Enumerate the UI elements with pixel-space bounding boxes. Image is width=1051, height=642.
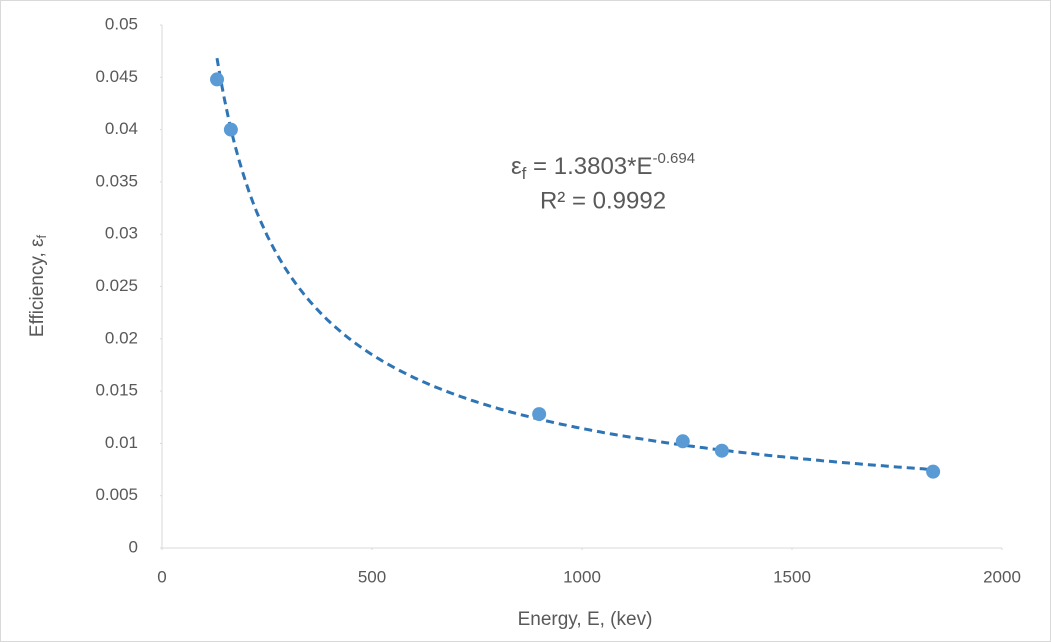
y-tick-label: 0.03: [105, 224, 138, 243]
y-label-sub: f: [34, 235, 49, 239]
r-squared: R² = 0.9992: [540, 187, 666, 214]
point: [224, 123, 238, 137]
y-tick-label: 0.015: [95, 381, 138, 400]
x-tick-label: 2000: [983, 567, 1021, 586]
y-tick-label: 0.035: [95, 171, 138, 190]
y-tick-label: 0.025: [95, 276, 138, 295]
page: Energy, E, (kev) Efficiency, εf ε f = 1.3…: [0, 0, 1051, 642]
point: [532, 407, 546, 421]
y-tick-label: 0.05: [105, 14, 138, 33]
y-tick-label: 0: [129, 537, 138, 556]
eq-symbol: ε: [511, 153, 522, 180]
y-tick-label: 0.005: [95, 485, 138, 504]
point: [210, 72, 224, 86]
point: [676, 434, 690, 448]
eq-body: = 1.3803*E: [526, 153, 652, 180]
x-tick-label: 0: [157, 567, 166, 586]
chart-border: [1, 1, 1051, 642]
chart: Energy, E, (kev) Efficiency, εf ε f = 1.3…: [0, 0, 1051, 642]
point: [926, 465, 940, 479]
point: [715, 444, 729, 458]
y-label-main: Efficiency, ε: [27, 238, 48, 337]
y-tick-label: 0.02: [105, 328, 138, 347]
y-tick-label: 0.04: [105, 119, 138, 138]
x-tick-label: 1000: [563, 567, 601, 586]
x-tick-label: 500: [358, 567, 386, 586]
x-tick-label: 1500: [773, 567, 811, 586]
x-axis-label: Energy, E, (kev): [518, 609, 653, 630]
y-tick-label: 0.045: [95, 67, 138, 86]
eq-exponent: -0.694: [653, 150, 696, 167]
y-axis-label: Efficiency, εf: [27, 235, 49, 338]
y-tick-label: 0.01: [105, 433, 138, 452]
